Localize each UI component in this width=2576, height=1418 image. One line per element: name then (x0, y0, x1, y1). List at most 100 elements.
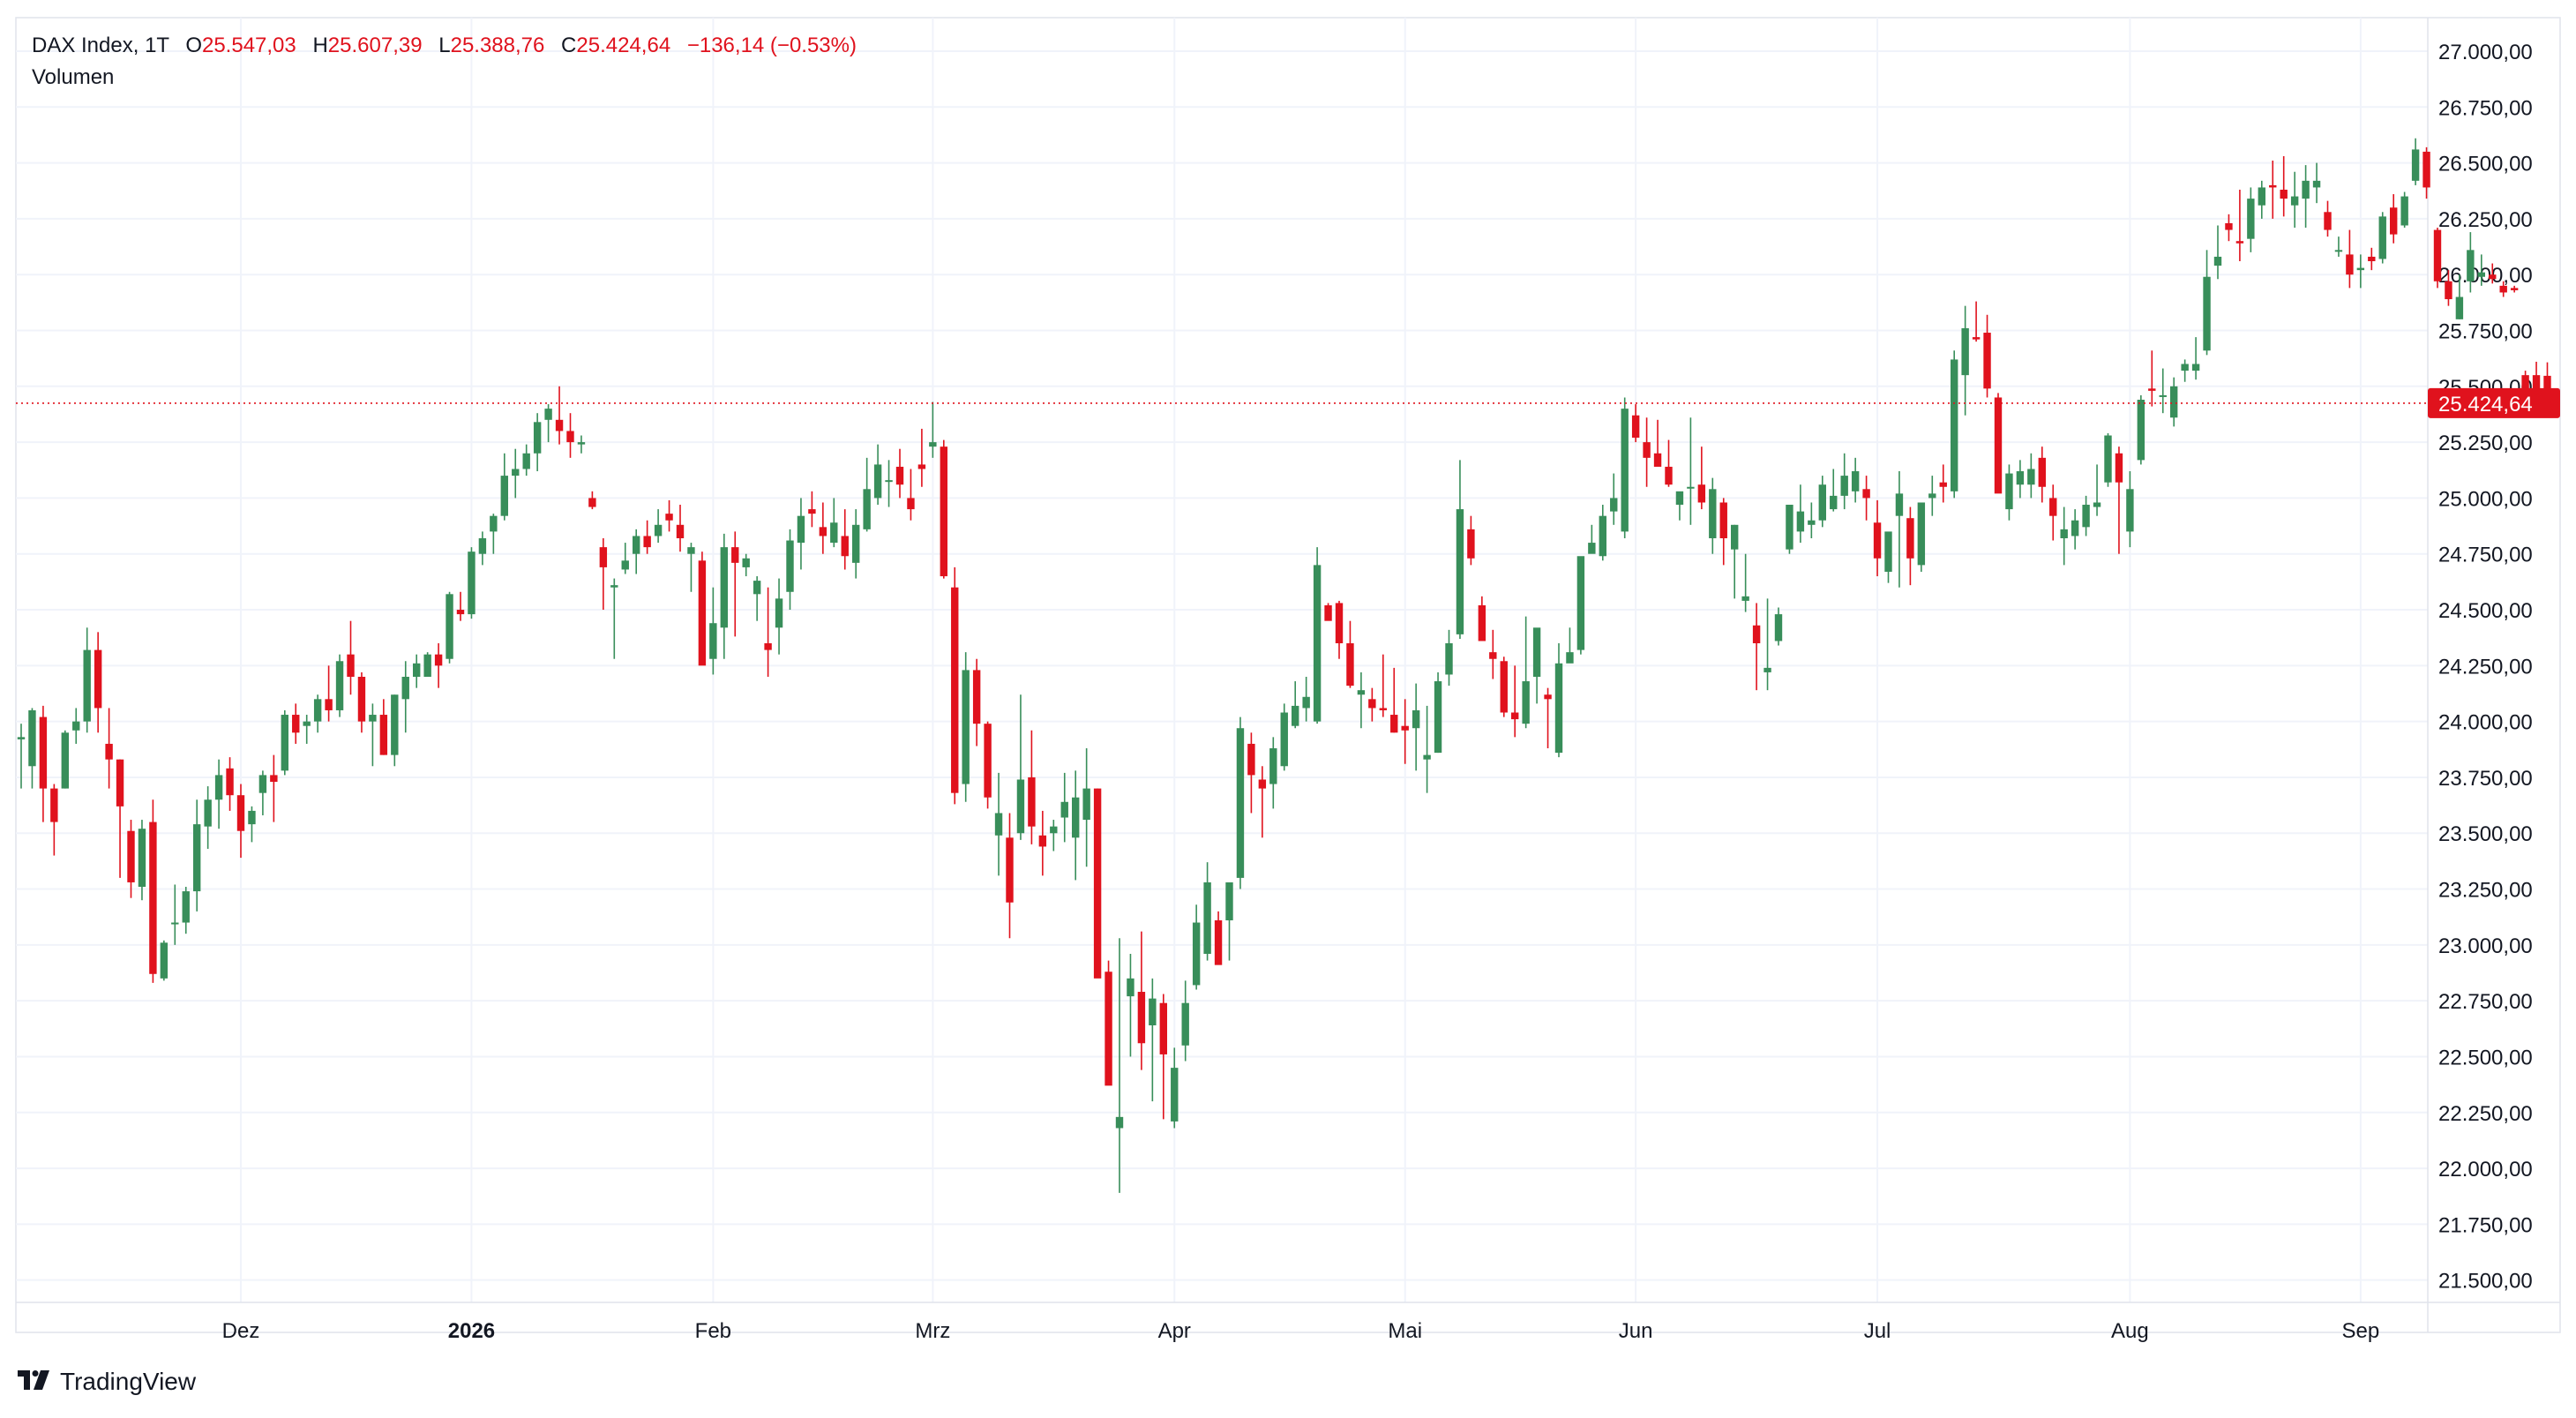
candle (105, 708, 113, 789)
candle-body (2433, 229, 2442, 281)
candle-body (50, 788, 58, 822)
candle (478, 531, 487, 566)
candle-body (1961, 327, 1969, 376)
candle (2159, 368, 2167, 414)
candle (940, 439, 947, 579)
candle (94, 632, 102, 733)
candle (1149, 978, 1157, 1102)
candle (2334, 236, 2343, 257)
candle-body (1840, 476, 1848, 496)
candle-body (1906, 518, 1914, 559)
candle (1434, 671, 1442, 754)
candle-body (808, 509, 816, 514)
candle (1544, 687, 1552, 749)
candle (1280, 703, 1288, 771)
candle (2027, 453, 2035, 499)
candle (1292, 681, 1299, 729)
candle (347, 620, 355, 695)
candle (1532, 627, 1541, 704)
candle-body (2467, 250, 2475, 281)
candle-body (1786, 505, 1793, 550)
candle (1401, 699, 1409, 764)
tradingview-branding[interactable]: TradingView (18, 1366, 196, 1398)
candle-body (2324, 212, 2332, 230)
candle (1731, 524, 1739, 599)
candle-body (984, 724, 992, 798)
candle-body (731, 547, 739, 563)
candle (1994, 393, 2003, 494)
candle (500, 453, 508, 521)
candle-body (951, 587, 959, 793)
candle-body (1192, 922, 1201, 986)
candle (2346, 229, 2354, 289)
candle (2093, 464, 2101, 516)
candle (1072, 770, 1080, 881)
candle-body (1159, 1002, 1167, 1054)
candle (446, 591, 453, 664)
candle (1379, 654, 1387, 717)
candle (972, 658, 981, 747)
candle (39, 705, 48, 822)
x-axis-label: Apr (1158, 1319, 1191, 1343)
candle (1522, 616, 1530, 729)
y-tick-label: 23.500,00 (2438, 822, 2533, 846)
candle-body (654, 524, 663, 536)
candle (654, 509, 663, 544)
candle (138, 820, 146, 901)
last-price-label: 25.424,64 (2438, 393, 2533, 416)
candle-body (116, 759, 124, 807)
candle (325, 665, 333, 722)
candle-body (1873, 522, 1882, 559)
candle-body (1621, 409, 1629, 532)
candle-body (1576, 556, 1585, 650)
candle (2082, 495, 2090, 536)
candle-body (1972, 337, 1981, 340)
candle (2181, 359, 2189, 382)
candle-body (830, 522, 838, 544)
candle-body (885, 480, 893, 483)
candle (1105, 960, 1112, 1086)
candle-body (544, 409, 552, 420)
candle (1719, 498, 1727, 566)
candle-body (709, 623, 717, 659)
candle (1873, 499, 1882, 577)
candle-body (1741, 596, 1749, 601)
candle (962, 652, 970, 802)
candle-body (1697, 484, 1706, 503)
candle-body (1050, 826, 1058, 834)
candle-body (1445, 643, 1453, 675)
candle (698, 551, 707, 666)
chart-border (15, 17, 2561, 1333)
y-tick-label: 25.000,00 (2438, 487, 2533, 511)
candle (1851, 457, 1860, 503)
candle-body (193, 824, 201, 892)
candle-body (1127, 978, 1134, 997)
candle-body (1665, 466, 1673, 485)
candle (2499, 281, 2507, 297)
candle (1951, 350, 1958, 499)
candle (1313, 547, 1322, 724)
candle (873, 444, 882, 506)
candle-body (1796, 511, 1805, 532)
candle (1554, 643, 1563, 758)
candle (2170, 377, 2178, 427)
candle-body (1500, 661, 1508, 713)
candle-body (1675, 491, 1684, 506)
candle-body (2445, 281, 2452, 300)
candle (1764, 598, 1771, 691)
candle-body (2269, 184, 2277, 188)
candle (2258, 180, 2265, 219)
candle-body (1313, 565, 1322, 722)
y-tick-label: 22.500,00 (2438, 1046, 2533, 1069)
open-value: 25.547,03 (201, 34, 296, 57)
candle-body (2247, 199, 2255, 239)
candle-body (841, 536, 849, 557)
candle-body (2148, 388, 2156, 391)
x-axis-label: Jul (1864, 1319, 1891, 1343)
volume-label[interactable]: Volumen (32, 65, 115, 89)
candle-body (599, 547, 608, 567)
symbol-label[interactable]: DAX Index, 1T (32, 34, 169, 57)
ohlc-row: DAX Index, 1T O25.547,03 H25.607,39 L25.… (32, 30, 857, 62)
candle (303, 715, 311, 744)
